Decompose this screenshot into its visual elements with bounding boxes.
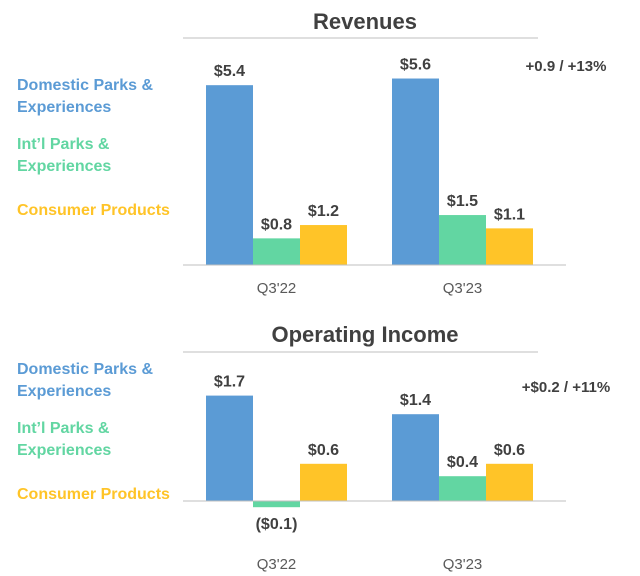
data-label-1-0-0: $1.7	[214, 374, 245, 391]
legend-1-domestic: Domestic Parks & Experiences	[17, 359, 153, 403]
legend-1-consumer-line-1: Consumer Products	[17, 486, 170, 503]
tick-label-1-0: Q3'22	[257, 556, 297, 573]
legend-1-international-line-2: Experiences	[17, 442, 112, 459]
legend-1-consumer: Consumer Products	[17, 484, 170, 506]
data-label-1-1-0: $1.4	[400, 392, 431, 409]
legend-0-domestic: Domestic Parks & Experiences	[17, 75, 153, 119]
chart-0-title: Revenues	[313, 9, 417, 34]
bar-0-1-1	[439, 215, 486, 265]
legend-0-international-line-2: Experiences	[17, 158, 112, 175]
bar-0-1-2	[486, 228, 533, 265]
bar-0-0-1	[253, 238, 300, 265]
tick-label-0-1: Q3'23	[443, 280, 483, 297]
legend-1-international-line-1: Int’l Parks &	[17, 420, 110, 437]
chart-1-change-annotation: +$0.2 / +11%	[522, 379, 610, 396]
bar-1-1-2	[486, 463, 533, 501]
data-label-0-1-2: $1.1	[494, 206, 525, 223]
bar-1-0-2	[300, 463, 347, 501]
chart-1-title: Operating Income	[271, 322, 458, 347]
bar-0-0-0	[206, 85, 253, 266]
legend-0-domestic-line-1: Domestic Parks &	[17, 77, 154, 94]
tick-label-1-1: Q3'23	[443, 556, 483, 573]
bar-0-1-0	[392, 78, 439, 266]
data-label-0-0-1: $0.8	[261, 216, 292, 233]
chart-0-change-annotation: +0.9 / +13%	[526, 58, 607, 75]
legend-1-domestic-line-1: Domestic Parks &	[17, 361, 154, 378]
bar-1-0-1	[253, 501, 300, 508]
bar-0-0-2	[300, 225, 347, 265]
legend-0-international-line-1: Int’l Parks &	[17, 136, 110, 153]
legend-0-consumer: Consumer Products	[17, 200, 170, 222]
legend-0-international: Int’l Parks & Experiences	[17, 134, 111, 178]
data-label-1-1-2: $0.6	[494, 442, 525, 459]
tick-label-0-0: Q3'22	[257, 280, 297, 297]
legend-1-domestic-line-2: Experiences	[17, 383, 112, 400]
legend-0-consumer-line-1: Consumer Products	[17, 202, 170, 219]
data-label-0-0-2: $1.2	[308, 203, 339, 220]
data-label-0-1-0: $5.6	[400, 57, 431, 74]
data-label-0-0-0: $5.4	[214, 63, 245, 80]
bar-1-1-0	[392, 414, 439, 501]
legend-1-international: Int’l Parks & Experiences	[17, 418, 111, 462]
legend-0-domestic-line-2: Experiences	[17, 99, 112, 116]
data-label-1-0-1: ($0.1)	[256, 516, 298, 533]
data-label-0-1-1: $1.5	[447, 193, 478, 210]
bar-1-1-1	[439, 476, 486, 501]
data-label-1-0-2: $0.6	[308, 442, 339, 459]
data-label-1-1-1: $0.4	[447, 454, 478, 471]
bar-1-0-0	[206, 395, 253, 501]
